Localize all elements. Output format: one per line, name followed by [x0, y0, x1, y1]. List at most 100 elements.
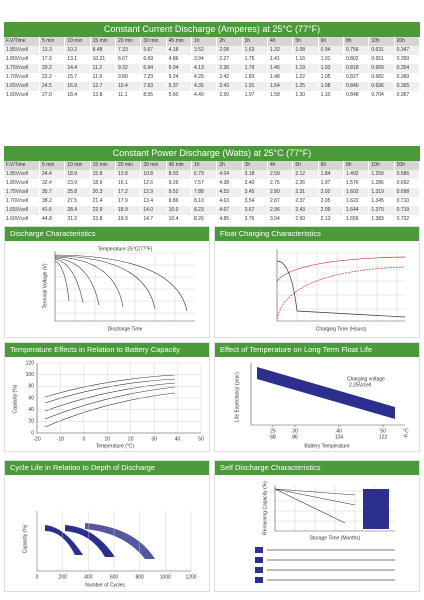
panel: Effect of Temperature on Long Term Float…	[214, 342, 420, 452]
y-label: Remaining Capacity (%)	[262, 481, 268, 535]
cell: 9.52	[167, 188, 192, 197]
cell: 2.36	[217, 64, 243, 73]
header-cell: 6h	[319, 37, 344, 46]
y-label: Capacity (%)	[22, 524, 28, 553]
x-label: Battery Temperature	[304, 443, 349, 449]
y-label: Life Expectancy (year)	[234, 372, 240, 422]
cell: 4.38	[217, 179, 243, 188]
header-cell: 15 min	[91, 161, 116, 170]
cell: 7.23	[141, 73, 167, 82]
table-row: 1.85V/cell 13.3 10.2 8.48 7.33 5.67 4.18 3.52 2.…	[4, 46, 420, 55]
cell: 38.2	[40, 197, 66, 206]
cell: 1.48	[268, 73, 294, 82]
x-tick-label: 1000	[160, 574, 171, 580]
y-tick-label: 20	[28, 419, 34, 425]
cell: 0.802	[344, 55, 370, 64]
cell: 1.97	[243, 91, 268, 100]
cell: 1.63	[243, 46, 268, 55]
cell: 1.05	[319, 73, 344, 82]
x-tick-label: 122	[379, 434, 388, 440]
unit: °F	[403, 434, 408, 440]
cell: 7.33	[116, 46, 142, 55]
x-tick-label: 40	[336, 428, 342, 434]
axis	[36, 363, 201, 434]
cell: 0.631	[369, 46, 395, 55]
cell: 5.04	[167, 64, 192, 73]
cell: 41.6	[40, 206, 66, 215]
x-tick-label: 20	[128, 436, 134, 442]
cell: 1.03	[319, 64, 344, 73]
cell: 2.96	[268, 206, 294, 215]
cell: 0.710	[395, 197, 420, 206]
cell: 0.347	[395, 46, 420, 55]
panel: Self Discharge Characteristics Remaining…	[214, 460, 420, 592]
cell: 2.31	[293, 188, 319, 197]
y-tick-label: 60	[28, 395, 34, 401]
cell: 35.7	[40, 188, 66, 197]
cell: 1.85V/cell	[4, 170, 40, 179]
cell: 0.704	[369, 91, 395, 100]
cell: 10.21	[91, 55, 116, 64]
table-row: 1.60V/cell 27.0 18.4 13.8 11.1 8.05 5.60 4.40 2.…	[4, 91, 420, 100]
cell: 1.19	[293, 64, 319, 73]
y-tick-label: 80	[28, 384, 34, 390]
table-title: Constant Power Discharge (Watts) at 25°C…	[4, 146, 420, 161]
chart: Capacity (%) Temperature (°C) 0 20 40 60 80 1…	[12, 360, 204, 449]
cell: 12.6	[141, 179, 167, 188]
cell: 3.94	[192, 55, 218, 64]
cell: 7.63	[141, 82, 167, 91]
curves	[274, 488, 356, 524]
panel-title: Effect of Temperature on Long Term Float…	[215, 343, 419, 357]
cell: 1.319	[369, 188, 395, 197]
cell: 20.2	[40, 64, 66, 73]
panel: Cycle Life in Relation to Depth of Disch…	[4, 460, 210, 592]
cell: 4.26	[192, 73, 218, 82]
cell: 0.848	[344, 91, 370, 100]
cell: 0.696	[369, 82, 395, 91]
panel-title: Cycle Life in Relation to Depth of Disch…	[5, 461, 209, 475]
header-cell: 30 min	[141, 161, 167, 170]
header-cell: 5 min	[40, 161, 66, 170]
header-cell: 10h	[369, 161, 395, 170]
x-tick-label: -10	[57, 436, 64, 442]
table-row: 1.85V/cell 24.4 18.9 15.8 13.8 10.8 8.03 6.79 4.…	[4, 170, 420, 179]
cell: 17.9	[116, 197, 142, 206]
x-tick-label: 10	[105, 436, 111, 442]
y-tick-label: 40	[28, 407, 34, 413]
cell: 3.04	[268, 215, 294, 224]
cell: 3.40	[243, 179, 268, 188]
cell: 18.9	[91, 179, 116, 188]
cell: 0.354	[395, 64, 420, 73]
x-label: Storage Time (Months)	[310, 535, 361, 541]
cell: 13.4	[141, 197, 167, 206]
cell: 12.9	[141, 188, 167, 197]
header-cell: 20 min	[116, 161, 142, 170]
cell: 1.622	[344, 197, 370, 206]
cell: 17.2	[116, 188, 142, 197]
cell: 1.644	[344, 206, 370, 215]
cell: 6.69	[141, 55, 167, 64]
cell: 3.76	[243, 215, 268, 224]
cell: 8.26	[192, 215, 218, 224]
cell: 0.818	[344, 64, 370, 73]
cell: 5.24	[167, 73, 192, 82]
cell: 2.27	[217, 55, 243, 64]
header-cell: 5 min	[40, 37, 66, 46]
cell: 1.576	[344, 179, 370, 188]
cell: 9.80	[116, 73, 142, 82]
cell: 9.26	[167, 179, 192, 188]
cell: 1.65V/cell	[4, 82, 40, 91]
cell: 10.4	[116, 82, 142, 91]
header-cell: 15 min	[91, 37, 116, 46]
legend	[255, 547, 395, 583]
cell: 2.26	[293, 179, 319, 188]
note: Temperature 25°C(77°F)	[98, 246, 153, 252]
cell: 1.250	[369, 170, 395, 179]
chart: Remaining Capacity (%) Storage Time (Mon…	[255, 481, 395, 583]
note: 2.25V/cell	[349, 382, 371, 388]
cell: 1.58	[268, 91, 294, 100]
cell: 23.9	[65, 179, 91, 188]
cell: 4.85	[217, 215, 243, 224]
cell: 19.9	[116, 215, 142, 224]
panel-title: Discharge Characteristics	[5, 227, 209, 241]
